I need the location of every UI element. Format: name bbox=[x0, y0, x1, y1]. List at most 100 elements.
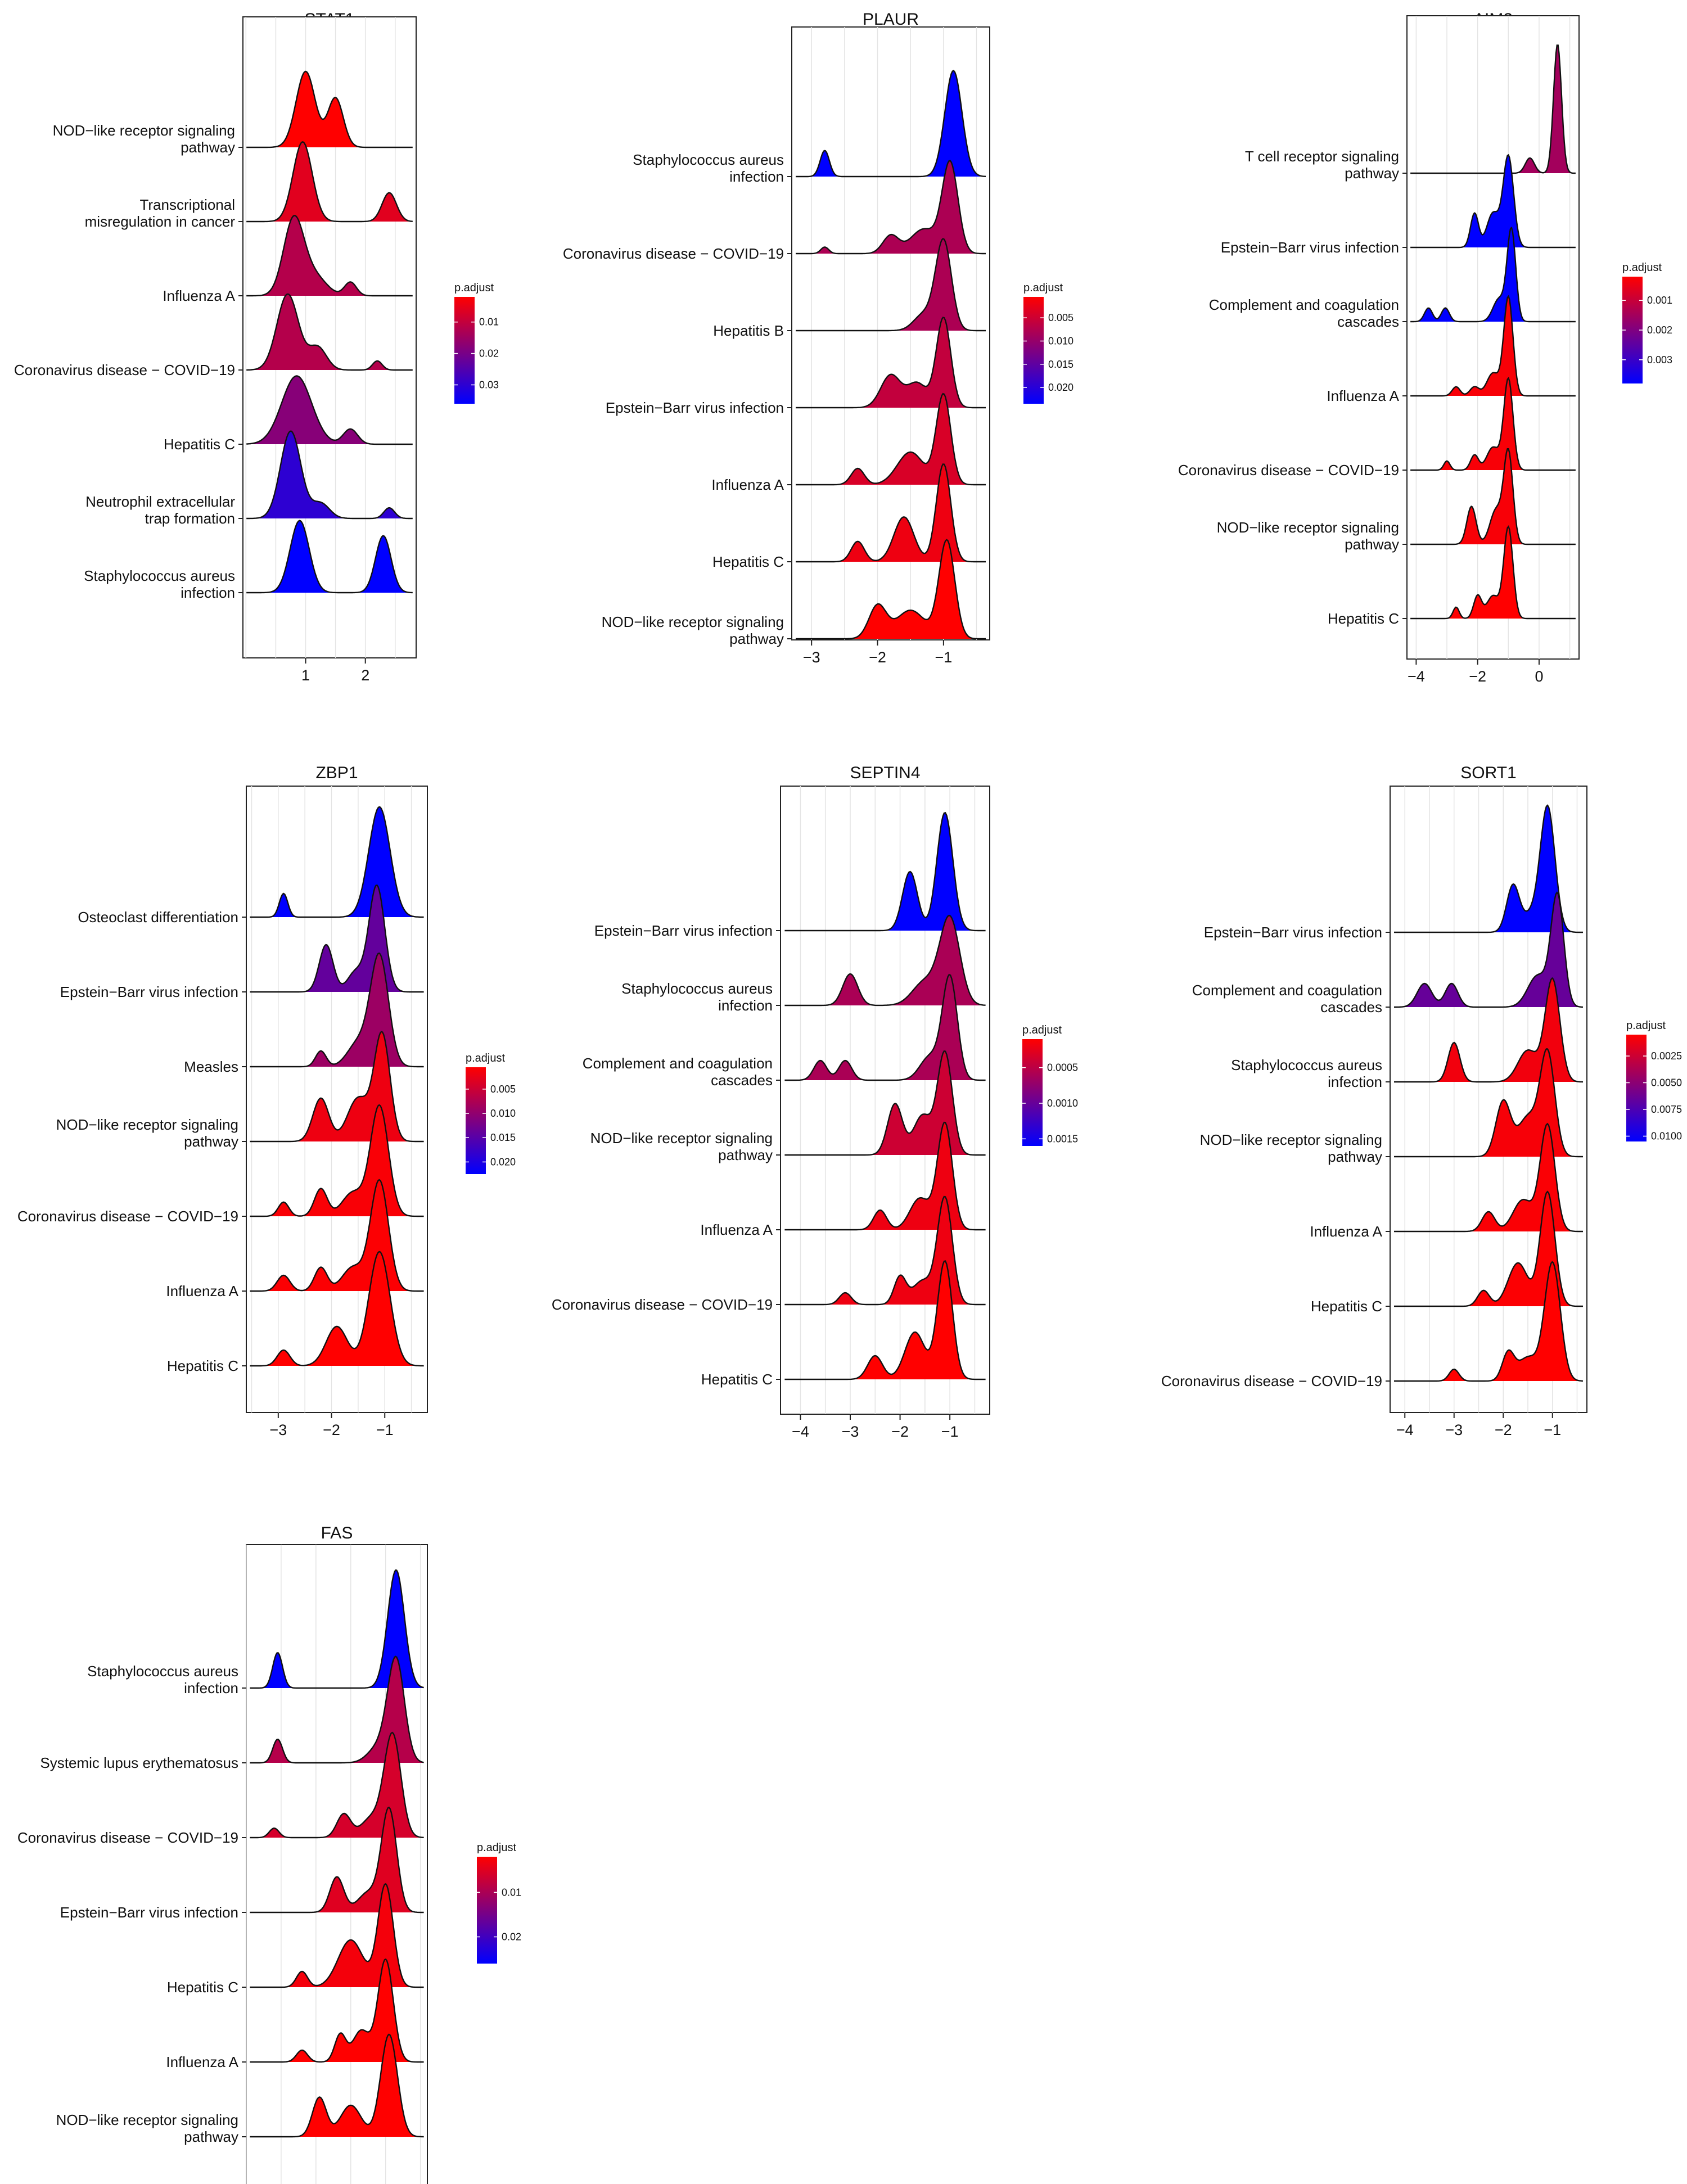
ridge-area bbox=[246, 142, 413, 222]
ridge-outline bbox=[250, 1655, 424, 1764]
category-label: Epstein−Barr virus infection bbox=[594, 922, 773, 939]
ridge-outline bbox=[246, 520, 413, 594]
ridge-outline bbox=[250, 806, 424, 918]
x-tick-label: 2 bbox=[361, 667, 369, 684]
category-label: Transcriptional bbox=[139, 196, 235, 213]
category-label: cascades bbox=[1320, 999, 1382, 1016]
panel-title: FAS bbox=[321, 1524, 353, 1542]
legend-tick-label: 0.0010 bbox=[1047, 1098, 1078, 1109]
ridge-outline bbox=[1410, 525, 1576, 620]
legend-colorbar bbox=[1626, 1035, 1647, 1141]
category-label: Hepatitis C bbox=[701, 1371, 773, 1388]
x-tick-label: 1 bbox=[301, 667, 310, 684]
ridge-area bbox=[1394, 1049, 1583, 1157]
x-tick-label: −2 bbox=[323, 1422, 340, 1438]
x-tick-label: −4 bbox=[792, 1423, 809, 1440]
category-label: cascades bbox=[1337, 313, 1399, 330]
ridge-area bbox=[1410, 296, 1576, 396]
legend-tick-label: 0.015 bbox=[1048, 359, 1073, 370]
ridge-area bbox=[250, 1959, 424, 2062]
p-adjust-legend: p.adjust 0.005 0.010 0.015 0.020 bbox=[1023, 282, 1073, 404]
ridge-outline bbox=[246, 215, 413, 297]
ridge-area bbox=[784, 974, 986, 1080]
ridge-area bbox=[1394, 1262, 1583, 1381]
ridge-area bbox=[784, 813, 986, 931]
category-label: Epstein−Barr virus infection bbox=[60, 1904, 238, 1921]
ridge-area bbox=[1410, 449, 1576, 544]
category-label: Influenza A bbox=[166, 1283, 238, 1299]
x-tick-label: −1 bbox=[941, 1423, 959, 1440]
ridge-area bbox=[250, 807, 424, 917]
category-label: Coronavirus disease − COVID−19 bbox=[563, 245, 784, 262]
ridge-outline bbox=[1410, 295, 1576, 397]
category-label: Staphylococcus aureus bbox=[633, 151, 784, 168]
ridge-area bbox=[784, 1051, 986, 1155]
category-label: Staphylococcus aureus bbox=[84, 567, 235, 584]
ridge-outline bbox=[796, 392, 986, 486]
ridge-area bbox=[250, 1656, 424, 1763]
ridge-outline bbox=[784, 1195, 986, 1306]
legend-title: p.adjust bbox=[1023, 282, 1063, 294]
ridge-outline bbox=[796, 238, 986, 332]
category-label: pathway bbox=[718, 1147, 773, 1163]
legend-colorbar bbox=[466, 1067, 486, 1174]
legend-tick-label: 0.0050 bbox=[1651, 1077, 1682, 1089]
category-label: Staphylococcus aureus bbox=[621, 980, 773, 997]
category-label: Hepatitis B bbox=[713, 322, 784, 339]
legend-tick-label: 0.005 bbox=[1048, 312, 1073, 323]
category-label: Hepatitis C bbox=[167, 1357, 238, 1374]
legend-tick-label: 0.0025 bbox=[1651, 1050, 1682, 1062]
plot-frame bbox=[246, 786, 428, 1413]
category-label: pathway bbox=[181, 139, 235, 156]
category-label: pathway bbox=[184, 1133, 238, 1150]
category-label: Influenza A bbox=[1327, 387, 1399, 404]
legend-tick-label: 0.0015 bbox=[1047, 1133, 1078, 1144]
ridge-outline bbox=[784, 973, 986, 1081]
plot-frame bbox=[780, 786, 990, 1415]
ridge-outline bbox=[784, 811, 986, 932]
ridge-outline bbox=[1410, 154, 1576, 249]
ridge-outline bbox=[250, 1958, 424, 2063]
ridge-outline bbox=[250, 1031, 424, 1143]
category-label: NOD−like receptor signaling bbox=[56, 1116, 238, 1133]
ridge-outline bbox=[784, 1050, 986, 1156]
p-adjust-legend: p.adjust 0.01 0.02 bbox=[477, 1842, 521, 1964]
ridge-area bbox=[784, 1122, 986, 1230]
ridge-area bbox=[1410, 155, 1576, 247]
legend-tick-label: 0.0005 bbox=[1047, 1062, 1078, 1073]
panel-zbp1: ZBP1 −3 −2 −1 Osteoclast differentiation Epst… bbox=[17, 764, 516, 1438]
category-label: NOD−like receptor signaling bbox=[56, 2111, 238, 2128]
ridge-outline bbox=[250, 1731, 424, 1839]
x-tick-label: −3 bbox=[842, 1423, 859, 1440]
ridge-outline bbox=[1394, 891, 1583, 1008]
p-adjust-legend: p.adjust 0.0025 0.0050 0.0075 0.0100 bbox=[1626, 1019, 1682, 1142]
legend-title: p.adjust bbox=[1022, 1024, 1062, 1036]
x-tick-label: −4 bbox=[1396, 1422, 1414, 1438]
category-label: Coronavirus disease − COVID−19 bbox=[17, 1829, 238, 1846]
legend-tick-label: 0.02 bbox=[502, 1932, 521, 1943]
category-label: infection bbox=[184, 1680, 238, 1696]
panel-aim2: AIM2−4−20T cell receptor signalingpathwa… bbox=[1178, 10, 1672, 685]
category-label: Systemic lupus erythematosus bbox=[40, 1754, 238, 1771]
category-label: Coronavirus disease − COVID−19 bbox=[1178, 462, 1399, 479]
ridge-outline bbox=[250, 1251, 424, 1367]
ridge-area bbox=[250, 2034, 424, 2137]
panel-title: ZBP1 bbox=[315, 764, 358, 782]
category-label: misregulation in cancer bbox=[85, 213, 236, 230]
legend-tick-label: 0.03 bbox=[479, 379, 499, 390]
category-label: infection bbox=[181, 584, 235, 601]
ridge-area bbox=[796, 70, 986, 177]
legend-tick-label: 0.01 bbox=[479, 317, 499, 328]
ridge-outline bbox=[796, 160, 986, 255]
category-label: Complement and coagulation bbox=[1192, 982, 1382, 999]
ridge-outline bbox=[246, 70, 413, 148]
ridge-outline bbox=[1394, 804, 1583, 933]
ridge-outline bbox=[246, 293, 413, 371]
x-tick-label: −1 bbox=[376, 1422, 394, 1438]
x-tick-label: 0 bbox=[1535, 668, 1543, 685]
ridge-area bbox=[246, 71, 413, 148]
legend-colorbar bbox=[1022, 1039, 1043, 1146]
category-label: Hepatitis C bbox=[164, 436, 235, 453]
